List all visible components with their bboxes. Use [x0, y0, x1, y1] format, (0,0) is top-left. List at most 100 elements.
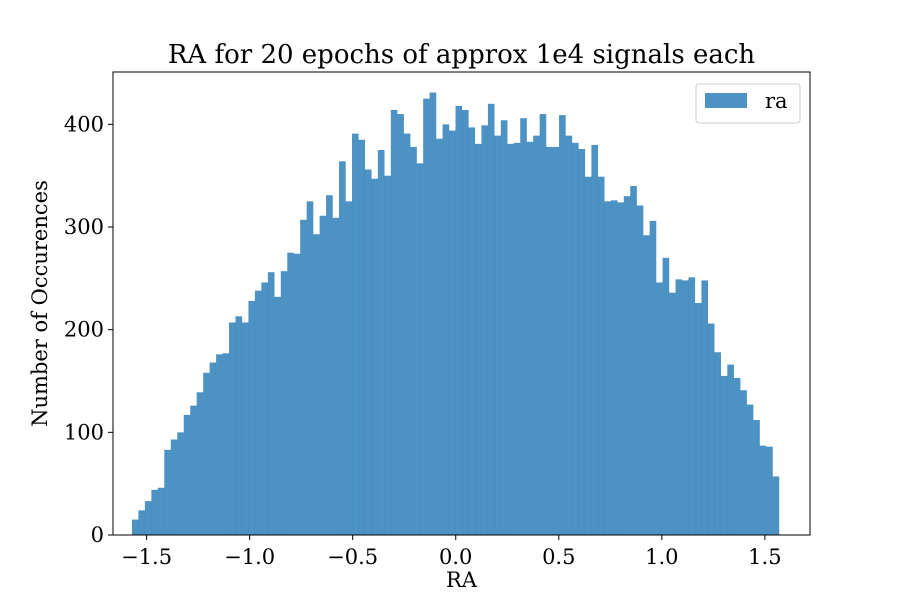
histogram-bar: [682, 280, 689, 535]
histogram-bar: [390, 109, 398, 535]
y-axis-label: Number of Occurences: [28, 180, 52, 427]
histogram-bar: [610, 200, 618, 535]
x-tick-label: −0.5: [327, 545, 378, 569]
histogram-bar: [254, 290, 262, 535]
histogram-bar: [694, 302, 702, 535]
histogram-bar: [151, 489, 158, 535]
histogram-bar: [429, 92, 437, 535]
histogram-bar: [157, 487, 165, 535]
histogram-bar: [293, 253, 301, 535]
histogram-bar: [261, 282, 269, 535]
histogram-bar: [306, 201, 314, 535]
y-tick-label: 0: [91, 523, 104, 547]
histogram-bar: [481, 125, 489, 535]
histogram-bar: [766, 446, 773, 535]
histogram-bar: [675, 279, 683, 535]
histogram-bar: [630, 185, 637, 535]
histogram-bar: [222, 353, 230, 535]
x-axis: −1.5 −1.0 −0.5 0.0 0.5 1.0 1.5: [121, 535, 782, 569]
histogram-bar: [772, 476, 780, 535]
histogram-bar: [403, 133, 411, 535]
histogram-bar: [280, 271, 288, 535]
histogram-bar: [235, 316, 243, 535]
histogram-bar: [552, 146, 560, 535]
histogram-bar: [377, 150, 385, 535]
histogram-bar: [688, 277, 696, 535]
legend-label-ra: ra: [765, 89, 788, 113]
histogram-bar: [507, 143, 514, 536]
histogram-bar: [572, 142, 579, 535]
histogram-bar: [578, 149, 586, 535]
histogram-bar: [351, 133, 359, 535]
histogram-bar: [591, 144, 599, 535]
histogram-bar: [727, 364, 734, 535]
histogram-bar: [300, 219, 307, 535]
histogram-bar: [332, 217, 340, 535]
histogram-bar: [494, 135, 501, 535]
bars-group: [131, 92, 780, 536]
legend-swatch: [705, 93, 747, 108]
histogram-bar: [733, 377, 741, 535]
histogram-bar: [229, 322, 236, 535]
histogram-bar: [746, 404, 754, 535]
histogram-bar: [436, 138, 443, 536]
histogram-bar: [565, 135, 573, 535]
legend: ra: [695, 83, 801, 124]
histogram-bar: [707, 323, 715, 535]
histogram-bar: [714, 352, 721, 535]
histogram-bar: [474, 143, 482, 536]
histogram-bar: [449, 130, 456, 535]
chart-title: RA for 20 epochs of approx 1e4 signals e…: [168, 40, 756, 70]
histogram-bar: [546, 146, 553, 535]
histogram-bar: [410, 146, 417, 535]
histogram-bar: [701, 280, 709, 535]
histogram-bar: [539, 114, 547, 535]
x-tick-label: −1.0: [224, 545, 275, 569]
histogram-bar: [209, 362, 217, 535]
y-tick-label: 300: [64, 215, 104, 239]
histogram-bar: [455, 105, 463, 535]
histogram-bar: [623, 196, 631, 535]
histogram-bar: [319, 215, 327, 536]
histogram-bar: [468, 127, 476, 535]
histogram-bar: [584, 176, 592, 535]
histogram-bar: [287, 252, 294, 535]
histogram-bar: [416, 163, 424, 535]
histogram-bar: [656, 282, 663, 535]
histogram-bar: [533, 135, 540, 535]
x-tick-label: 0.5: [542, 545, 575, 569]
y-axis: 0 100 200 300 400: [64, 112, 113, 547]
histogram-bar: [559, 115, 566, 536]
y-tick-label: 100: [64, 420, 104, 444]
y-tick-label: 400: [64, 112, 104, 136]
histogram-bar: [190, 405, 197, 535]
histogram-bar: [339, 161, 346, 535]
histogram-bar: [183, 414, 191, 535]
histogram-bar: [371, 178, 379, 535]
histogram-bar: [144, 501, 152, 535]
histogram-bar: [720, 375, 728, 535]
histogram-bar: [597, 176, 605, 535]
x-tick-label: 1.0: [645, 545, 678, 569]
histogram-bar: [442, 124, 450, 536]
histogram-bar: [669, 292, 676, 535]
histogram-bar: [753, 420, 760, 535]
histogram-bar: [740, 390, 747, 535]
histogram-bar: [513, 142, 521, 535]
histogram-bar: [423, 98, 430, 535]
histogram-bar: [643, 235, 650, 536]
plot-frame: [112, 71, 811, 536]
histogram-bar: [313, 234, 320, 535]
histogram-bar: [267, 272, 275, 535]
x-tick-label: 0.0: [439, 545, 472, 569]
histogram-bar: [397, 114, 404, 535]
histogram-bar: [617, 202, 624, 535]
histogram-bar: [203, 372, 210, 535]
histogram-bar: [364, 169, 372, 535]
histogram-bar: [138, 510, 146, 535]
histogram-bar: [170, 439, 178, 535]
histogram-bar: [487, 103, 495, 535]
histogram-bar: [500, 120, 508, 535]
histogram-bar: [326, 195, 333, 535]
